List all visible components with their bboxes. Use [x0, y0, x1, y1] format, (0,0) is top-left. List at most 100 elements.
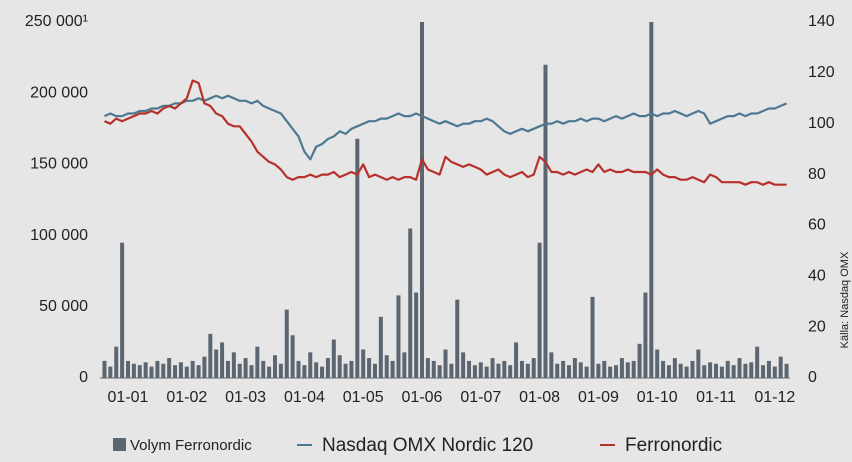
volume-bar — [202, 356, 207, 378]
volume-bar — [449, 363, 454, 378]
x-tick-label: 01-02 — [166, 389, 207, 406]
volume-bar — [649, 22, 654, 378]
volume-bar — [508, 365, 513, 378]
volume-bar — [502, 360, 507, 378]
volume-bar — [402, 352, 407, 378]
volume-bar — [243, 358, 248, 378]
x-tick-label: 01-05 — [343, 389, 384, 406]
volume-bar — [696, 349, 701, 378]
volume-bar — [478, 362, 483, 378]
x-tick-label: 01-04 — [284, 389, 325, 406]
volume-bar — [484, 366, 489, 378]
x-tick-label: 01-09 — [578, 389, 619, 406]
y2-tick-label: 80 — [808, 166, 826, 183]
volume-bar — [225, 360, 230, 378]
volume-bar — [308, 352, 313, 378]
volume-bar — [496, 363, 501, 378]
volume-bar — [537, 242, 542, 378]
volume-bar — [178, 362, 183, 378]
volume-bar — [167, 358, 172, 378]
volume-bar — [237, 363, 242, 378]
volume-bar — [378, 316, 383, 378]
volume-bar — [584, 366, 589, 378]
volume-bar — [126, 360, 130, 378]
volume-bar — [173, 365, 178, 378]
volume-bar — [631, 360, 636, 378]
volume-bar — [743, 363, 748, 378]
volume-bar — [602, 360, 607, 378]
volume-bar — [349, 360, 354, 378]
volume-bar — [367, 358, 372, 378]
volume-bar — [131, 363, 136, 378]
volume-bar — [637, 343, 642, 378]
volume-bar — [196, 365, 201, 378]
y-tick-label: 50 000 — [39, 298, 88, 315]
volume-bar — [690, 360, 695, 378]
x-tick-label: 01-07 — [460, 389, 501, 406]
volume-bar — [278, 363, 283, 378]
volume-bar — [296, 360, 301, 378]
volume-bar — [719, 366, 724, 378]
volume-bar — [431, 360, 436, 378]
series-line — [104, 79, 787, 186]
volume-bar — [737, 358, 742, 378]
x-tick-label: 01-01 — [108, 389, 149, 406]
volume-bar — [331, 339, 336, 378]
volume-bar — [220, 342, 225, 378]
volume-bar — [766, 360, 771, 378]
volume-bar — [231, 352, 236, 378]
x-tick-label: 01-03 — [225, 389, 266, 406]
volume-bar — [749, 362, 754, 378]
volume-bar — [437, 365, 442, 378]
y-tick-label: 150 000 — [30, 156, 88, 173]
volume-bar — [596, 363, 601, 378]
volume-bar — [149, 366, 154, 378]
volume-bar — [325, 358, 330, 378]
volume-bar — [414, 292, 419, 378]
volume-bar — [608, 366, 613, 378]
volume-bar — [625, 362, 630, 378]
volume-bar — [678, 363, 683, 378]
volume-bar — [525, 363, 530, 378]
volume-bar — [420, 22, 424, 378]
y-tick-label: 0 — [79, 369, 88, 386]
volume-bar — [249, 365, 254, 378]
volume-bar — [467, 360, 472, 378]
volume-bar — [761, 365, 766, 378]
volume-bar — [214, 349, 219, 378]
volume-bar — [408, 228, 413, 378]
volume-bar — [578, 362, 583, 378]
volume-bar — [267, 366, 272, 378]
volume-bar — [778, 356, 783, 378]
volume-bar — [543, 64, 548, 378]
volume-bar — [672, 358, 677, 378]
volume-bar — [273, 355, 277, 378]
y-tick-label: 250 000¹ — [25, 13, 88, 30]
volume-bar — [784, 363, 789, 378]
volume-bar — [143, 362, 148, 378]
legend-label: Ferronordic — [625, 435, 722, 456]
volume-bar — [343, 363, 348, 378]
volume-bar — [390, 360, 395, 378]
y2-tick-label: 100 — [808, 115, 835, 132]
volume-bar — [302, 365, 307, 378]
volume-bar — [455, 299, 460, 378]
volume-bar — [772, 366, 777, 378]
volume-bar — [731, 365, 736, 378]
volume-bar — [590, 296, 595, 378]
volume-bar — [702, 365, 707, 378]
y2-tick-label: 60 — [808, 217, 826, 234]
y2-tick-label: 40 — [808, 268, 826, 285]
volume-bar — [461, 352, 466, 378]
volume-bar — [714, 363, 718, 378]
volume-bar — [114, 346, 119, 378]
volume-bar — [396, 295, 401, 378]
volume-bar — [102, 360, 107, 378]
y-tick-label: 200 000 — [30, 84, 88, 101]
volume-bar — [425, 358, 430, 378]
volume-bar — [655, 349, 660, 378]
volume-bar — [443, 349, 448, 378]
volume-bar — [184, 366, 189, 378]
volume-bar — [284, 309, 289, 378]
legend-swatch — [113, 438, 126, 451]
